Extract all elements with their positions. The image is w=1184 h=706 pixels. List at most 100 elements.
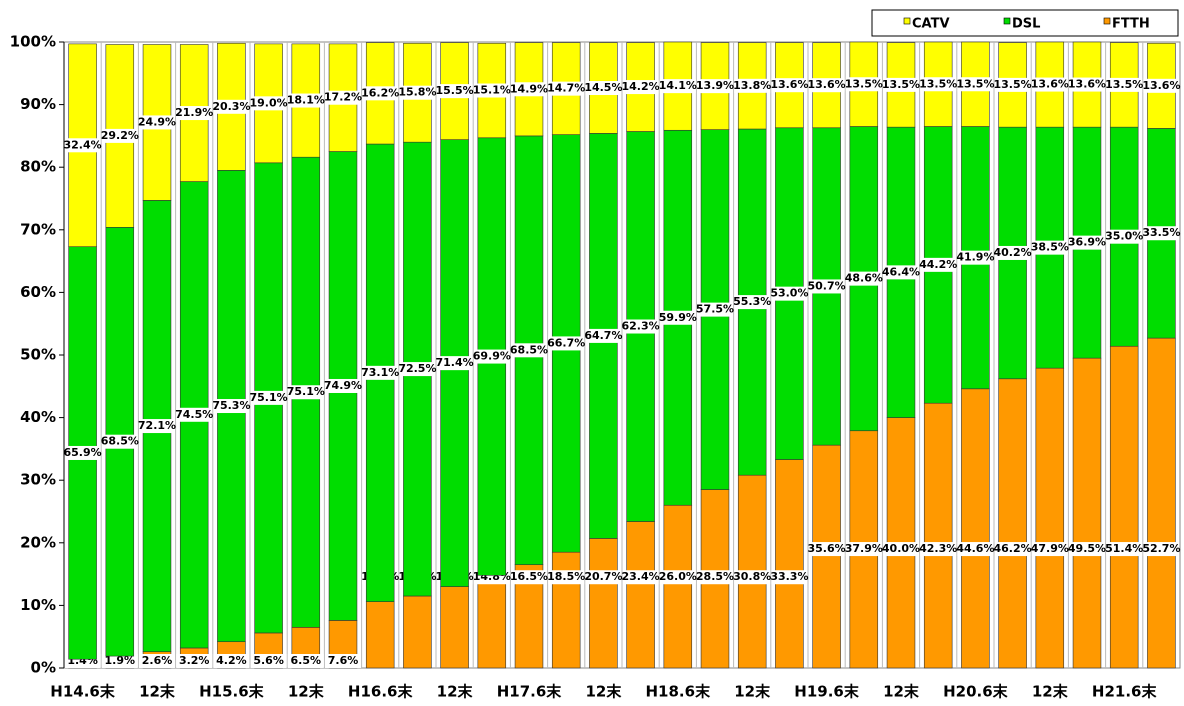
label-bg <box>845 542 882 557</box>
label-bg <box>1143 226 1180 241</box>
label-bg <box>957 542 994 557</box>
data-label: 44.2% <box>919 258 957 271</box>
label-bg <box>473 349 510 364</box>
data-label: 21.9% <box>175 106 213 119</box>
data-label: 13.5% <box>1105 78 1143 91</box>
y-tick-label: 60% <box>20 283 56 301</box>
y-tick-label: 90% <box>20 95 56 113</box>
data-label: 13.5% <box>956 77 994 90</box>
data-label: 72.5% <box>398 362 436 375</box>
data-label: 35.0% <box>1105 230 1143 243</box>
legend-box <box>871 9 1179 37</box>
data-label: 44.6% <box>956 542 994 555</box>
label-bg <box>659 79 696 94</box>
label-bg <box>808 78 845 93</box>
data-label: 65.9% <box>64 446 102 459</box>
data-label: 13.6% <box>1031 78 1069 91</box>
label-bg <box>920 257 957 272</box>
data-label: 49.5% <box>1068 542 1106 555</box>
label-bg <box>213 399 250 414</box>
data-label: 46.2% <box>994 542 1032 555</box>
legend-label: FTTH <box>1112 17 1150 32</box>
data-label: 66.7% <box>547 336 585 349</box>
data-label: 13.9% <box>696 79 734 92</box>
bar-segment <box>440 586 469 669</box>
label-bg <box>176 407 213 422</box>
label-bg <box>511 343 547 358</box>
x-tick-label: H21.6末 <box>1092 683 1158 701</box>
data-label: 74.5% <box>175 408 213 421</box>
data-label: 15.8% <box>398 86 436 99</box>
label-bg <box>1031 77 1068 92</box>
label-bg <box>920 542 957 557</box>
y-tick-label: 20% <box>20 533 56 551</box>
label-bg <box>511 82 547 97</box>
data-label: 47.9% <box>1031 542 1069 555</box>
bar-segment <box>775 459 804 669</box>
data-label: 35.6% <box>808 542 846 555</box>
data-label: 33.5% <box>1142 226 1180 239</box>
data-label: 15.1% <box>473 84 511 97</box>
label-bg <box>1031 542 1068 557</box>
label-bg <box>585 81 622 96</box>
label-bg <box>213 99 250 114</box>
data-label: 18.1% <box>287 94 325 107</box>
label-bg <box>1069 77 1105 92</box>
data-label: 13.6% <box>1068 78 1106 91</box>
label-bg <box>1106 229 1143 244</box>
legend-swatch <box>1103 17 1111 25</box>
label-bg <box>548 81 585 96</box>
label-bg <box>1106 542 1143 557</box>
label-bg <box>250 390 287 405</box>
legend-swatch <box>903 17 911 25</box>
label-bg <box>734 78 771 93</box>
label-bg <box>139 654 175 668</box>
data-label: 2.6% <box>142 654 173 667</box>
y-tick-label: 30% <box>20 471 56 489</box>
data-label: 62.3% <box>622 320 660 333</box>
label-bg <box>287 654 324 668</box>
data-label: 17.2% <box>324 91 362 104</box>
label-bg <box>250 654 287 668</box>
label-bg <box>994 542 1031 557</box>
data-label: 16.5% <box>510 570 548 583</box>
data-label: 13.6% <box>1142 79 1180 92</box>
y-tick-label: 10% <box>20 596 56 614</box>
label-bg <box>1106 77 1143 92</box>
label-bg <box>101 654 138 668</box>
bar-segment <box>1035 367 1065 669</box>
data-label: 69.9% <box>473 350 511 363</box>
label-bg <box>1031 240 1068 255</box>
label-bg <box>511 570 547 585</box>
bar-segment <box>1147 337 1176 669</box>
bar-segment <box>403 595 432 669</box>
data-label: 13.5% <box>919 77 957 90</box>
data-label: 71.4% <box>436 356 474 369</box>
data-label: 13.8% <box>733 79 771 92</box>
label-bg <box>883 265 919 280</box>
data-label: 5.6% <box>253 654 284 667</box>
data-label: 74.9% <box>324 379 362 392</box>
data-label: 20.7% <box>584 570 622 583</box>
data-label: 30.8% <box>733 570 771 583</box>
label-bg <box>548 570 585 585</box>
bar-segment <box>663 504 693 669</box>
data-label: 23.4% <box>622 570 660 583</box>
label-bg <box>994 77 1031 92</box>
data-label: 28.5% <box>696 570 734 583</box>
label-bg <box>139 115 175 130</box>
label-bg <box>399 85 436 100</box>
label-bg <box>101 128 138 143</box>
label-bg <box>436 84 473 99</box>
data-label: 68.5% <box>510 343 548 356</box>
legend-label: CATV <box>912 17 950 32</box>
data-label: 29.2% <box>101 129 139 142</box>
label-bg <box>325 654 361 668</box>
data-label: 16.2% <box>361 86 399 99</box>
label-bg <box>325 90 361 105</box>
y-tick-label: 80% <box>20 158 56 176</box>
x-tick-label: H16.6末 <box>348 683 414 701</box>
x-tick-label: 12末 <box>139 683 176 701</box>
label-bg <box>176 654 213 668</box>
bar-segment <box>812 444 841 669</box>
